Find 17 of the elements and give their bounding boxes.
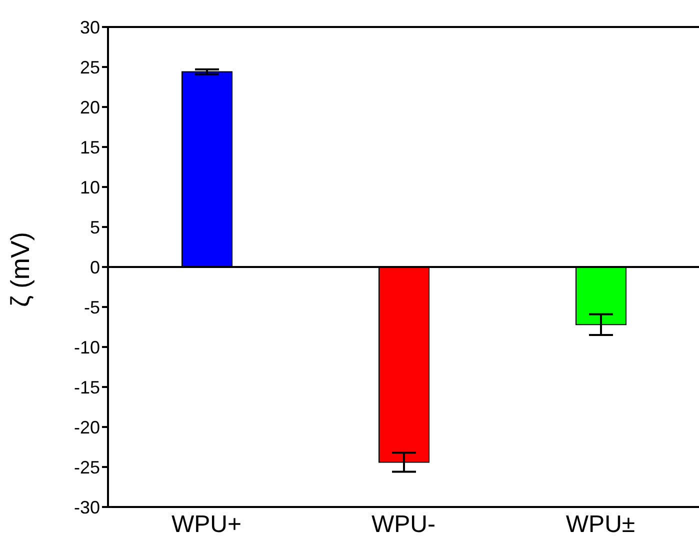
- y-tick-label: -25: [74, 457, 100, 478]
- y-tick-label: -20: [74, 417, 100, 438]
- y-tick-label: 0: [90, 257, 100, 278]
- y-tick-label: -30: [74, 497, 100, 518]
- x-tick-label: WPU±: [566, 511, 636, 538]
- y-tick-label: 25: [80, 57, 100, 78]
- x-tick-label: WPU-: [372, 511, 436, 538]
- y-tick-label: 15: [80, 137, 100, 158]
- y-tick-label: 30: [80, 17, 100, 38]
- y-axis-title: ζ (mV): [5, 232, 36, 307]
- y-tick-label: -15: [74, 377, 100, 398]
- y-tick-label: 20: [80, 97, 100, 118]
- y-tick-label: -10: [74, 337, 100, 358]
- y-tick-label: 10: [80, 177, 100, 198]
- x-tick-label: WPU+: [171, 511, 242, 538]
- y-tick-label: 5: [90, 217, 100, 238]
- y-tick-label: -5: [84, 297, 100, 318]
